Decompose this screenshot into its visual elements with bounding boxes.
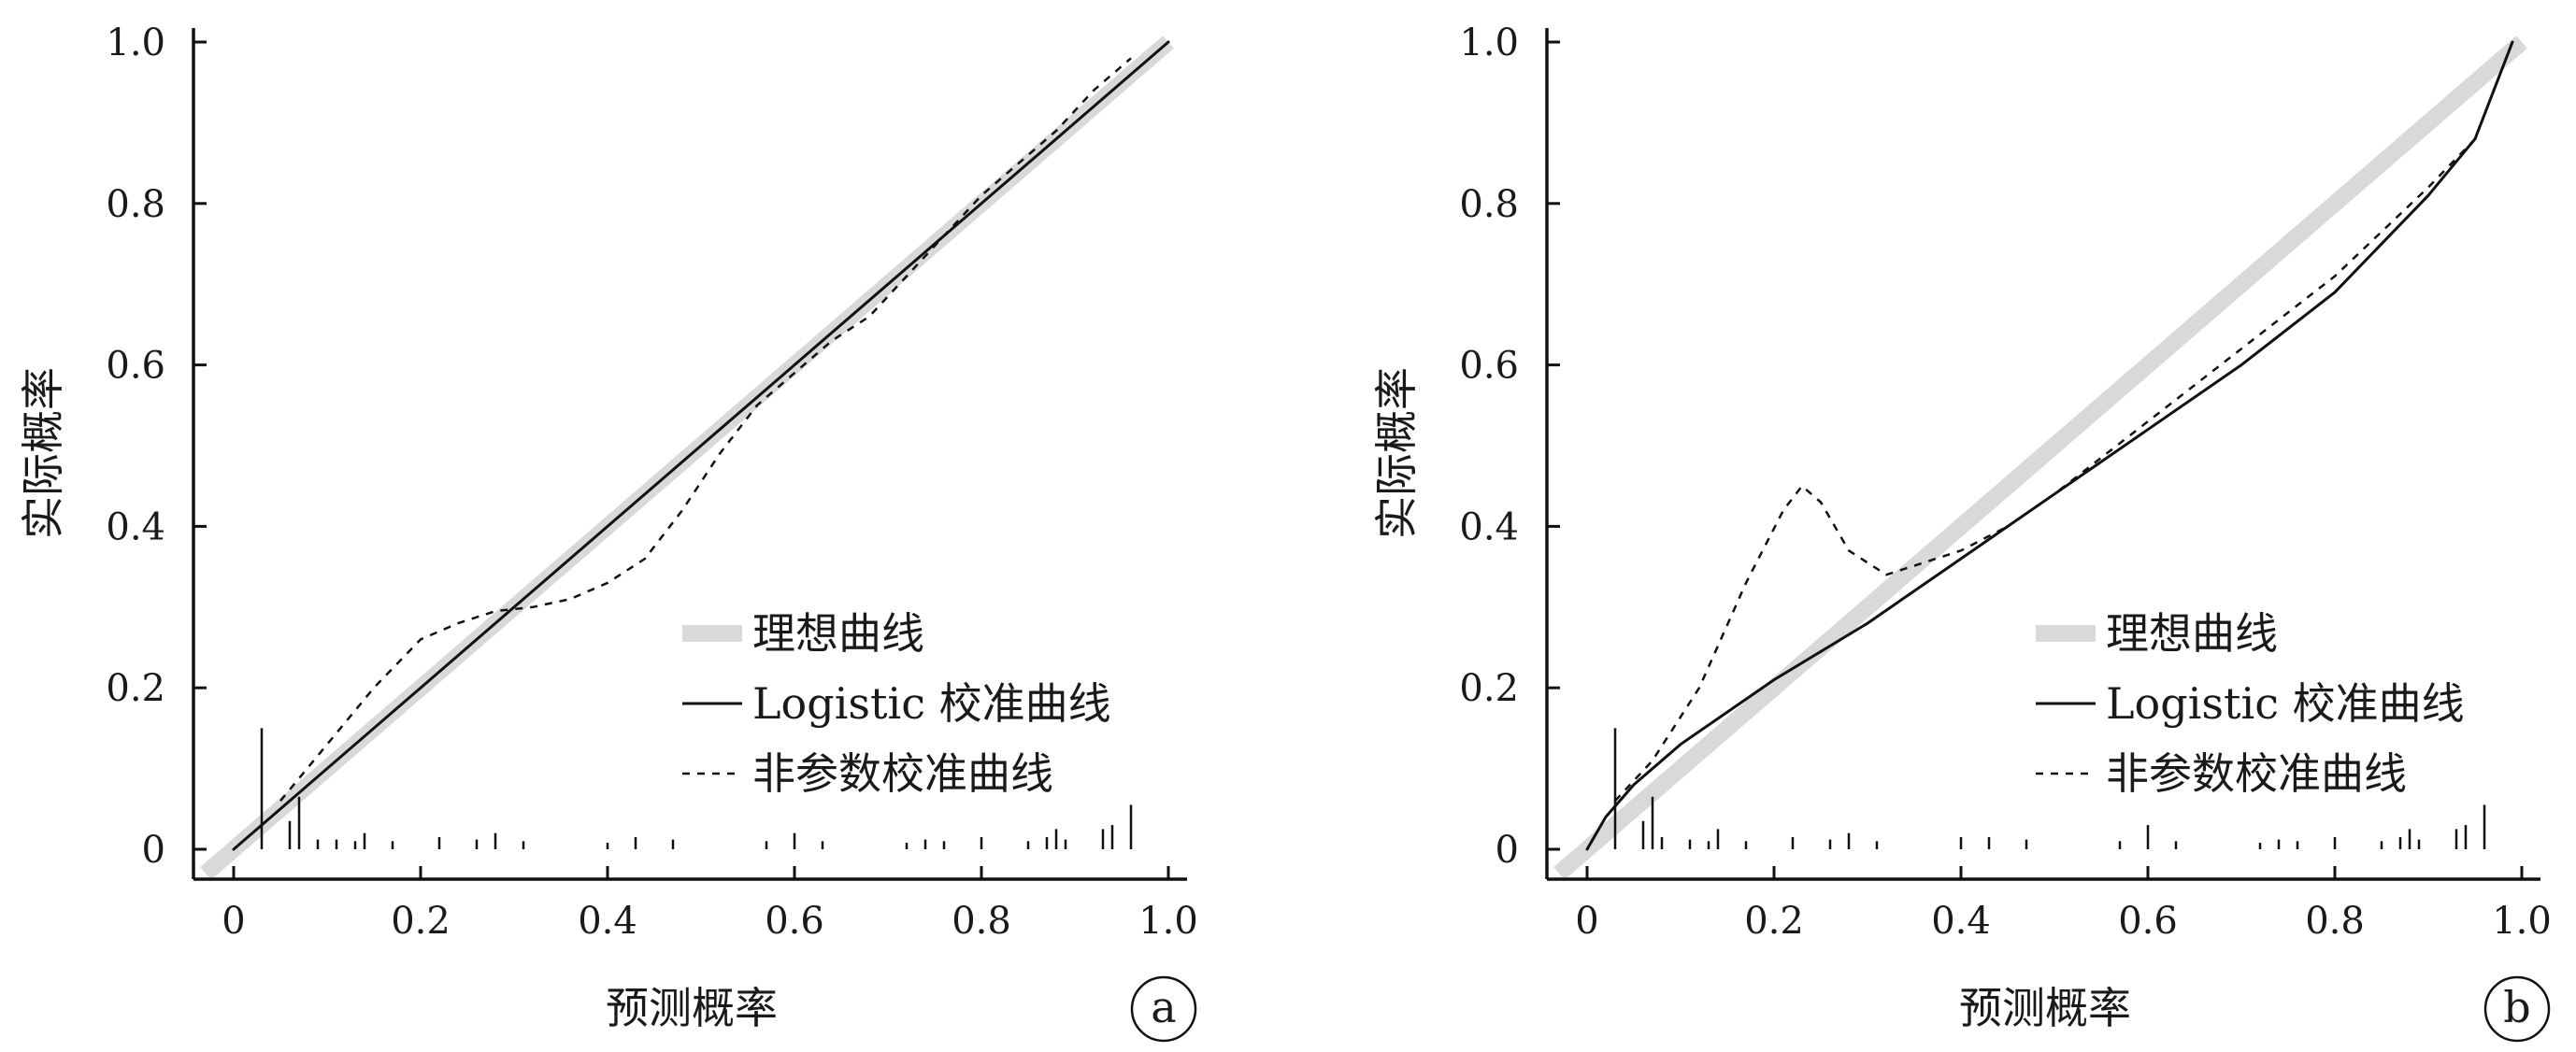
x-axis-title: 预测概率 xyxy=(606,983,778,1033)
x-tick-label: 0.4 xyxy=(1931,900,1991,943)
x-tick-label: 1.0 xyxy=(1138,900,1198,943)
x-tick-label: 0.8 xyxy=(952,900,1011,943)
series-line-0 xyxy=(1553,36,2527,877)
y-tick-label: 0.8 xyxy=(106,183,165,226)
y-tick-label: 0.6 xyxy=(106,345,165,388)
x-axis-title: 预测概率 xyxy=(1959,983,2131,1033)
panel-label: a xyxy=(1151,982,1176,1032)
y-tick-label: 0 xyxy=(1496,829,1519,872)
x-tick-label: 0.6 xyxy=(765,900,824,943)
panel-label-circle xyxy=(1130,975,1197,1043)
y-tick-label: 1.0 xyxy=(1459,21,1519,64)
panel-b: 0 0.2 0.4 0.6 0.8 1.0 0 0.2 0.4 0.6 0.8 1.0 预测概率 实际概率… xyxy=(1371,21,2552,1043)
y-tick-label: 0.2 xyxy=(106,667,165,710)
panel-label: b xyxy=(2503,982,2530,1032)
panel-a: 0 0.2 0.4 0.6 0.8 1.0 0 0.2 0.4 0.6 0.8 1.0 预测概率 实际概率… xyxy=(18,21,1198,1043)
y-tick-label: 0.8 xyxy=(1459,183,1519,226)
series-line-2 xyxy=(1614,137,2476,803)
series-line-2 xyxy=(279,57,1132,802)
y-tick-label: 0.4 xyxy=(106,505,165,548)
legend-label-0: 理想曲线 xyxy=(2106,608,2278,659)
y-tick-label: 0 xyxy=(142,829,165,872)
legend-label-1: Logistic 校准曲线 xyxy=(2106,678,2465,729)
y-axis-title: 实际概率 xyxy=(18,367,68,539)
x-tick-label: 0.6 xyxy=(2118,900,2178,943)
x-tick-label: 1.0 xyxy=(2492,900,2552,943)
y-tick-label: 0.4 xyxy=(1459,505,1519,548)
x-tick-label: 0.8 xyxy=(2305,900,2365,943)
x-tick-label: 0.2 xyxy=(1744,900,1804,943)
x-tick-label: 0 xyxy=(1575,900,1598,943)
series-line-1 xyxy=(1585,40,2514,851)
legend-label-1: Logistic 校准曲线 xyxy=(752,678,1111,729)
y-tick-label: 0.6 xyxy=(1459,345,1519,388)
legend-label-2: 非参数校准曲线 xyxy=(752,748,1053,799)
x-tick-label: 0.4 xyxy=(578,900,637,943)
y-tick-label: 1.0 xyxy=(106,21,165,64)
y-axis-title: 实际概率 xyxy=(1371,367,1422,539)
legend-label-0: 理想曲线 xyxy=(752,608,924,659)
panel-label-circle xyxy=(2483,975,2551,1043)
x-tick-label: 0.2 xyxy=(391,900,451,943)
legend-label-2: 非参数校准曲线 xyxy=(2106,748,2407,799)
y-tick-label: 0.2 xyxy=(1459,667,1519,710)
x-tick-label: 0 xyxy=(222,900,245,943)
series-line-1 xyxy=(232,40,1170,851)
